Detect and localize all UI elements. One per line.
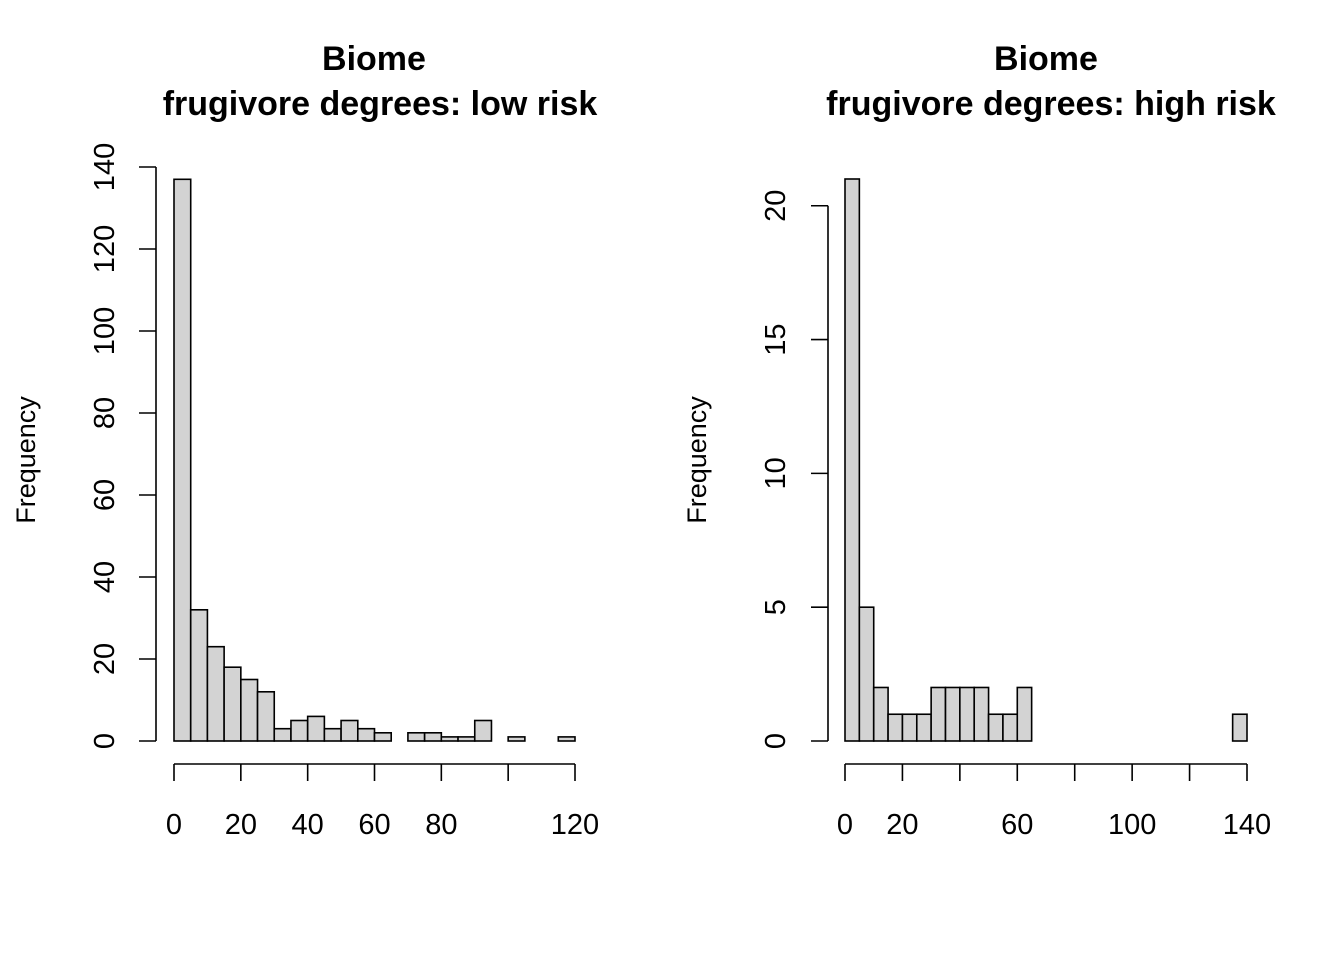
x-tick-label: 20 <box>886 809 918 841</box>
y-tick-label: 100 <box>89 307 121 355</box>
chart-title: Biome <box>322 40 426 78</box>
y-tick-label: 10 <box>760 457 792 489</box>
y-tick-label: 60 <box>89 479 121 511</box>
chart-title: Biome <box>994 40 1098 78</box>
y-tick-label: 0 <box>760 733 792 749</box>
histogram-bar <box>373 731 393 742</box>
histogram-bar <box>240 678 259 742</box>
x-tick-label: 80 <box>425 809 457 841</box>
histogram-bar <box>944 686 961 742</box>
histogram-bar <box>440 736 459 742</box>
x-tick-label: 60 <box>1001 809 1033 841</box>
histogram-bar <box>206 645 225 742</box>
histogram-bar <box>457 736 476 742</box>
x-tick-label: 120 <box>551 809 599 841</box>
histogram-bar <box>915 713 932 742</box>
histogram-bar <box>557 736 576 742</box>
y-tick-label: 40 <box>89 561 121 593</box>
histogram-bar <box>290 719 309 742</box>
x-axis: 0 20 40 60 80 120 <box>166 763 599 841</box>
y-tick-label: 0 <box>89 733 121 749</box>
histogram-bar <box>901 713 918 742</box>
histogram-bar <box>1231 713 1248 742</box>
chart-subtitle: frugivore degrees: high risk <box>826 85 1276 123</box>
low-risk-histogram: Biome frugivore degrees: low risk Freque… <box>11 40 599 841</box>
histogram-bar <box>340 719 359 742</box>
histogram-bar <box>987 713 1004 742</box>
y-tick-label: 20 <box>89 643 121 675</box>
histogram-bar <box>1002 713 1019 742</box>
x-tick-label: 60 <box>358 809 390 841</box>
x-tick-label: 0 <box>837 809 853 841</box>
histogram-bar <box>323 727 342 742</box>
y-tick-label: 80 <box>89 397 121 429</box>
histogram-bar <box>189 608 209 742</box>
histogram-bar <box>844 178 861 742</box>
bar-group <box>844 178 1248 742</box>
high-risk-histogram: Biome frugivore degrees: high risk Frequ… <box>682 40 1276 841</box>
histogram-bar <box>223 666 242 742</box>
histogram-bar <box>173 178 192 742</box>
histogram-bar <box>273 727 292 742</box>
histogram-bar <box>407 731 426 742</box>
histogram-bar <box>306 715 326 742</box>
bar-group <box>173 178 576 742</box>
y-tick-label: 20 <box>760 190 792 222</box>
x-axis: 0 20 60 100 140 <box>837 763 1271 841</box>
x-tick-label: 40 <box>292 809 324 841</box>
histogram-bar <box>423 731 443 742</box>
y-axis-label: Frequency <box>682 396 712 524</box>
histogram-bar <box>973 686 990 742</box>
histogram-bar <box>858 606 875 742</box>
histogram-bar <box>473 719 493 742</box>
x-tick-label: 140 <box>1223 809 1271 841</box>
histogram-bar <box>256 690 276 742</box>
histogram-bar <box>887 713 904 742</box>
x-tick-label: 100 <box>1108 809 1156 841</box>
x-tick-label: 20 <box>225 809 257 841</box>
y-tick-label: 140 <box>89 143 121 191</box>
y-tick-label: 120 <box>89 225 121 273</box>
y-axis: 0 5 10 15 20 <box>760 190 829 749</box>
y-tick-label: 5 <box>760 599 792 615</box>
histogram-bar <box>872 686 889 742</box>
histogram-bar <box>507 736 526 742</box>
x-tick-label: 0 <box>166 809 182 841</box>
histogram-bar <box>356 727 376 742</box>
histogram-bar <box>930 686 947 742</box>
chart-subtitle: frugivore degrees: low risk <box>163 85 598 123</box>
y-axis: 0 20 40 60 80 100 120 140 <box>89 143 157 749</box>
y-axis-label: Frequency <box>11 396 41 524</box>
y-tick-label: 15 <box>760 323 792 355</box>
histogram-bar <box>1016 686 1033 742</box>
histogram-bar <box>959 686 976 742</box>
